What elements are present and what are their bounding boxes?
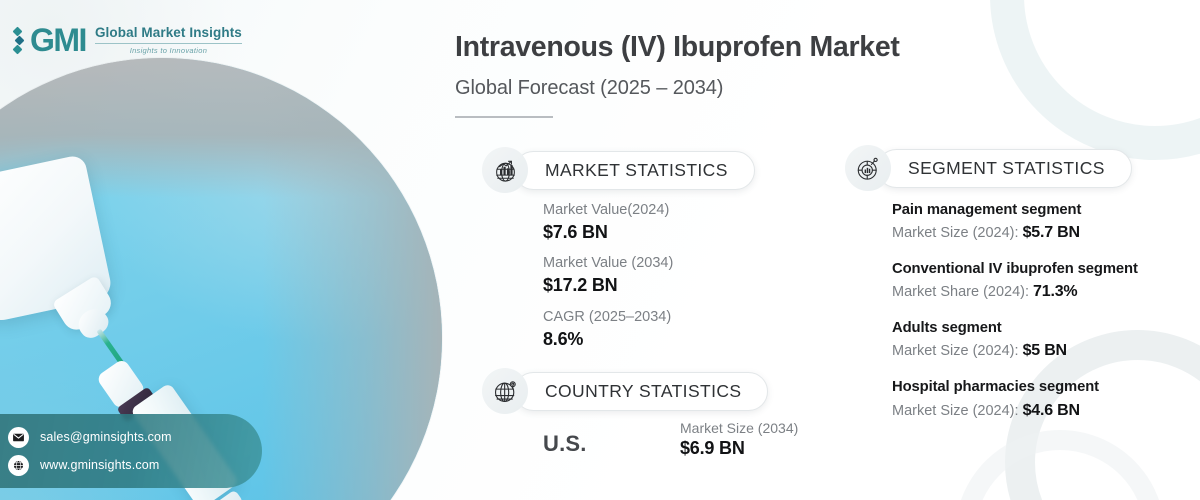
contact-email-row[interactable]: sales@gminsights.com: [8, 426, 248, 448]
segment-metric-line: Market Size (2024): $5 BN: [892, 339, 1192, 363]
segment-name: Conventional IV ibuprofen segment: [892, 261, 1138, 278]
market-statistics-header[interactable]: MARKET STATISTICS: [482, 147, 755, 193]
country-market-size-value: $6.9 BN: [680, 438, 745, 459]
segment-metric-value: $5.7 BN: [1022, 224, 1080, 242]
country-market-size-label: Market Size (2034): [680, 420, 799, 436]
cagr-value: 8.6%: [543, 328, 584, 349]
market-value-2024-value: $7.6 BN: [543, 222, 608, 243]
market-statistics-list: Market Value(2024) $7.6 BN Market Value …: [543, 200, 673, 360]
brand-tagline: Insights to Innovation: [129, 46, 208, 56]
segment-statistics-label: SEGMENT STATISTICS: [877, 148, 1132, 188]
logo-wordmark: Global Market Insights Insights to Innov…: [94, 24, 242, 56]
segment-name: Hospital pharmacies segment: [892, 379, 1099, 396]
market-value-2024-label: Market Value(2024): [543, 202, 670, 218]
segment-statistics-list: Pain management segment Market Size (202…: [892, 200, 1192, 437]
country-statistics-header[interactable]: COUNTRY STATISTICS: [482, 368, 769, 414]
globe-bar-chart-icon: [482, 147, 528, 193]
segment-metric-label: Market Size (2024):: [892, 343, 1023, 360]
page-title: Intravenous (IV) Ibuprofen Market: [455, 31, 900, 63]
cagr-label: CAGR (2025–2034): [543, 308, 672, 325]
contact-website-text: www.gminsights.com: [40, 458, 160, 472]
segment-metric-label: Market Size (2024):: [892, 225, 1023, 242]
segment-name: Pain management segment: [892, 202, 1082, 218]
segment-name: Adults segment: [892, 320, 1002, 337]
country-statistics-label: COUNTRY STATISTICS: [514, 371, 769, 411]
segment-metric-line: Market Size (2024): $5.7 BN: [892, 221, 1192, 245]
segment-item: Conventional IV ibuprofen segment Market…: [892, 259, 1192, 304]
country-metric-block: Market Size (2034) $6.9 BN: [680, 418, 798, 459]
photo-right-shade: [262, 58, 442, 500]
brand-name: Global Market Insights: [94, 24, 242, 40]
envelope-icon: [8, 426, 29, 448]
segment-item: Hospital pharmacies segment Market Size …: [892, 377, 1192, 422]
globe-pin-icon: [482, 368, 528, 414]
market-statistics-label: MARKET STATISTICS: [514, 150, 755, 190]
segment-metric-value: $5 BN: [1022, 342, 1068, 360]
country-name: U.S.: [543, 431, 587, 456]
logo-divider: [94, 43, 242, 45]
heading-divider: [455, 115, 553, 118]
logo-mark-text: GMI: [30, 22, 87, 58]
segment-statistics-header[interactable]: SEGMENT STATISTICS: [845, 145, 1132, 191]
heading-block: Intravenous (IV) Ibuprofen Market Global…: [455, 30, 1155, 118]
contact-email-text: sales@gminsights.com: [40, 430, 172, 444]
contact-website-row[interactable]: www.gminsights.com: [8, 454, 248, 476]
segment-metric-line: Market Share (2024): 71.3%: [892, 280, 1192, 304]
market-value-2034-label: Market Value (2034): [543, 255, 674, 272]
segment-metric-label: Market Size (2024):: [892, 402, 1023, 419]
diamond-cluster-icon: [12, 26, 25, 54]
segment-metric-label: Market Share (2024):: [892, 284, 1034, 301]
brand-logo[interactable]: GMI Global Market Insights Insights to I…: [12, 22, 242, 58]
segment-item: Adults segment Market Size (2024): $5 BN: [892, 318, 1192, 363]
segment-metric-line: Market Size (2024): $4.6 BN: [892, 399, 1192, 423]
pie-chart-arrow-icon: [845, 145, 891, 191]
segment-metric-value: $4.6 BN: [1022, 401, 1080, 419]
market-value-2034-value: $17.2 BN: [543, 275, 618, 296]
contact-panel: sales@gminsights.com www.gminsights.com: [0, 414, 262, 488]
globe-icon: [8, 454, 29, 476]
segment-item: Pain management segment Market Size (202…: [892, 200, 1192, 245]
country-statistics-body: U.S. Market Size (2034) $6.9 BN: [470, 418, 890, 459]
segment-metric-value: 71.3%: [1033, 283, 1078, 301]
page-subtitle: Global Forecast (2025 – 2034): [455, 76, 724, 99]
